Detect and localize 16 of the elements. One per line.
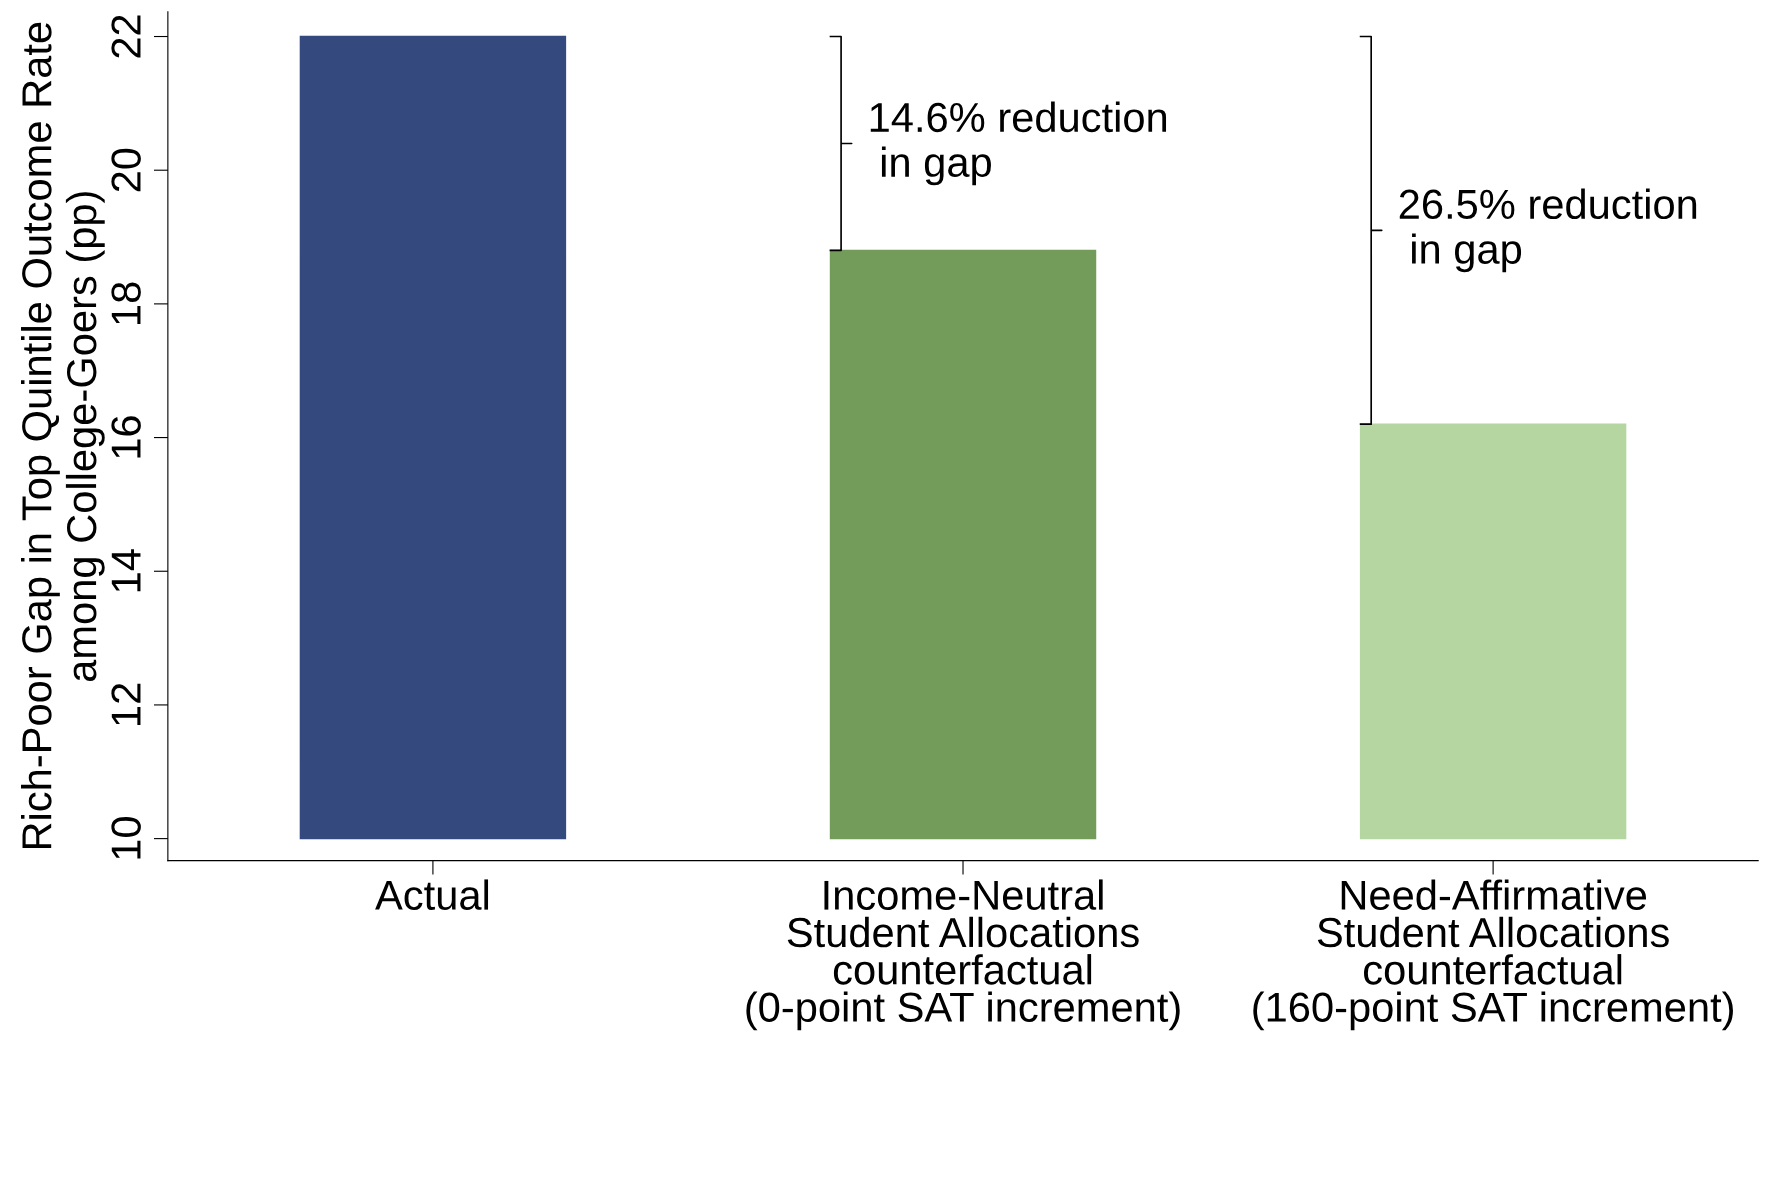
x-tick-label: Income-Neutral Student Allocations counterfactual (0-point SAT increment) <box>746 879 1180 1031</box>
y-tick-label: 18 <box>111 282 141 324</box>
annotation: 14.6% reduction in gap <box>870 101 1167 186</box>
y-tick-label: 22 <box>111 15 141 58</box>
bar <box>829 249 1097 840</box>
y-tick-label: 16 <box>111 416 141 458</box>
y-tick-label: 12 <box>111 683 141 725</box>
bar <box>1359 423 1627 840</box>
annotation: 26.5% reduction in gap <box>1399 188 1697 273</box>
x-tick-label: Actual <box>375 879 489 911</box>
x-tick-label: Need-Affirmative Student Allocations counterfactual (160-point SAT increment) <box>1253 879 1733 1031</box>
y-tick-label: 10 <box>111 817 141 859</box>
y-tick-label: 14 <box>111 549 141 592</box>
y-axis-title: Rich-Poor Gap in Top Quintile Outcome Rate among College-Goers (pp) <box>21 22 105 849</box>
y-tick-label: 20 <box>111 148 141 192</box>
bar <box>299 35 567 840</box>
